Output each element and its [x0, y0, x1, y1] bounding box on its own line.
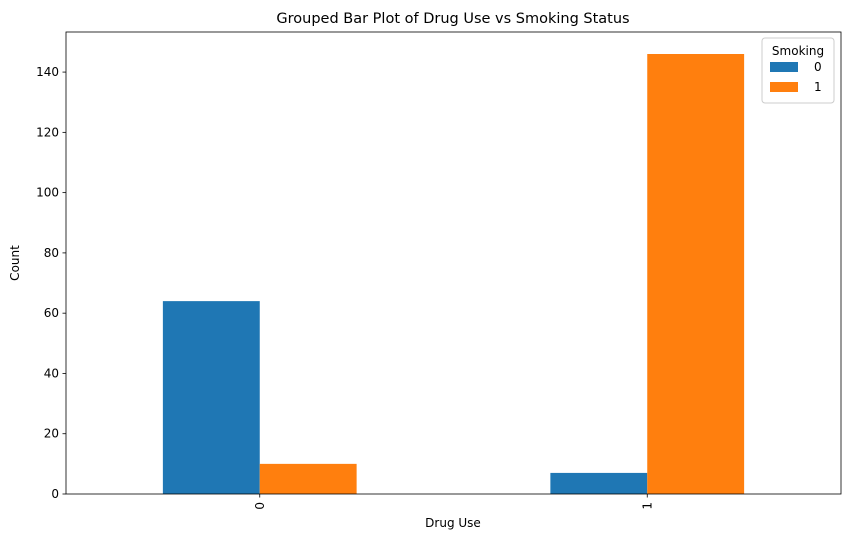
plot-frame — [65, 31, 842, 495]
x-axis-label: Drug Use — [425, 516, 481, 530]
y-tick-label: 120 — [36, 125, 59, 139]
y-tick-label: 140 — [36, 65, 59, 79]
bar-smoking-1-drug-0 — [259, 463, 357, 494]
y-tick-label: 80 — [44, 246, 59, 260]
legend-swatch-1 — [770, 82, 798, 92]
x-tick-label: 1 — [640, 502, 654, 510]
y-tick-label: 60 — [44, 306, 59, 320]
legend-label-0: 0 — [814, 60, 822, 74]
y-tick-label: 40 — [44, 366, 59, 380]
y-tick-label: 100 — [36, 186, 59, 200]
bar-smoking-1-drug-1 — [647, 54, 745, 494]
y-ticks-group: 0 20 40 60 80 100 120 140 — [36, 65, 66, 501]
legend-label-1: 1 — [814, 80, 822, 94]
y-tick-label: 0 — [51, 487, 59, 501]
bar-smoking-0-drug-1 — [550, 472, 648, 494]
bars-group — [162, 54, 745, 494]
y-axis-label: Count — [8, 245, 22, 281]
x-tick-label: 0 — [253, 502, 267, 510]
legend: Smoking 0 1 — [761, 37, 835, 104]
bar-smoking-0-drug-0 — [162, 301, 260, 494]
y-tick-label: 20 — [44, 427, 59, 441]
legend-swatch-0 — [770, 62, 798, 72]
legend-title: Smoking — [772, 44, 824, 58]
chart-title: Grouped Bar Plot of Drug Use vs Smoking … — [276, 11, 629, 27]
